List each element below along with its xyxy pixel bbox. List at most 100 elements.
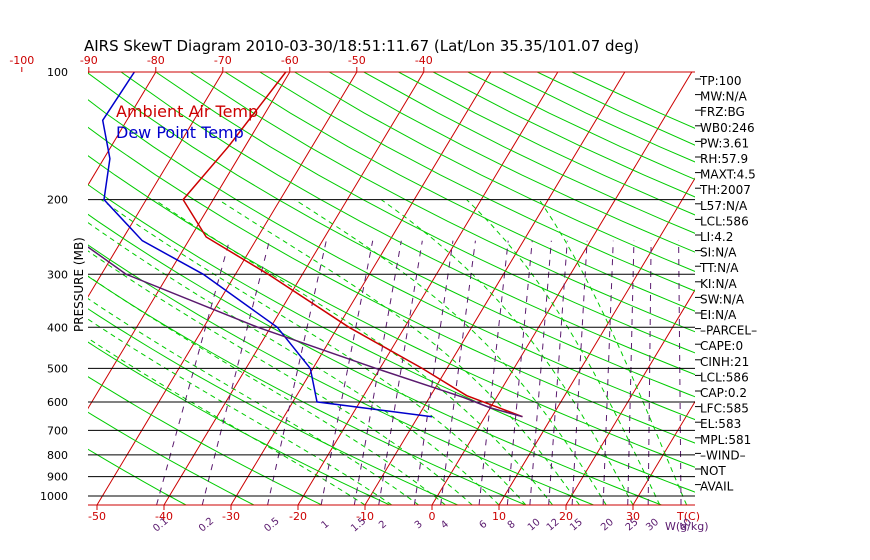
pressure-tick-label: 900: [47, 471, 68, 484]
moist-adiabat: [88, 318, 393, 505]
index-label: MPL:581: [700, 433, 751, 447]
pressure-tick-label: 1000: [40, 490, 68, 503]
top-temp-tick-label: -80: [147, 54, 165, 67]
isotherm-line: [632, 400, 695, 505]
mixing-ratio-line: [506, 240, 533, 505]
dry-adiabat: [432, 72, 695, 198]
bottom-temp-tick-label: -20: [289, 510, 307, 523]
index-label: TT:N/A: [699, 261, 739, 275]
top-temp-tick-label: -40: [415, 54, 433, 67]
moist-adiabat: [100, 199, 527, 505]
dry-adiabat: [328, 72, 695, 253]
index-label: SW:N/A: [700, 292, 745, 306]
mixing-ratio-line: [156, 240, 230, 505]
mixing-ratio-label: 0.2: [197, 516, 216, 535]
bottom-temp-tick-label: -50: [88, 510, 106, 523]
dry-adiabat: [155, 72, 695, 354]
mixing-ratio-label: 0.5: [262, 516, 281, 535]
mixing-ratio-line: [201, 240, 270, 505]
dry-adiabat: [88, 448, 187, 505]
moist-adiabat: [218, 199, 580, 505]
isotherm-line: [431, 72, 693, 505]
mixing-ratio-unit-label: W(g/kg): [665, 520, 709, 533]
mixing-ratio-label: 3: [413, 519, 425, 532]
index-label: MAXT:4.5: [700, 168, 756, 182]
mixing-ratio-label: 1: [320, 519, 332, 532]
mixing-ratio-label: 30: [644, 517, 661, 534]
index-label: SI:N/A: [700, 246, 737, 260]
top-temp-tick-label: -100: [9, 54, 34, 67]
dry-adiabat: [88, 99, 695, 421]
index-label: KI:N/A: [700, 277, 737, 291]
pressure-tick-label: 700: [47, 424, 68, 437]
mixing-ratio-line: [440, 240, 476, 505]
index-label: LI:4.2: [700, 230, 733, 244]
bottom-temp-tick-label: 10: [492, 510, 506, 523]
pressure-tick-label: 600: [47, 396, 68, 409]
dry-adiabat: [88, 72, 695, 398]
bottom-temp-tick-label: -40: [155, 510, 173, 523]
moist-adiabat: [466, 199, 661, 505]
legend-dew-point-temp: Dew Point Temp: [116, 123, 244, 142]
pressure-tick-label: 500: [47, 362, 68, 375]
index-label: EI:N/A: [700, 308, 737, 322]
isotherm-line: [565, 289, 695, 505]
dry-adiabat: [88, 244, 594, 505]
bottom-temp-tick-label: -30: [222, 510, 240, 523]
dry-adiabat: [363, 72, 695, 234]
pressure-tick-label: 400: [47, 321, 68, 334]
dry-adiabat: [88, 341, 391, 505]
isotherm-line: [498, 177, 695, 505]
index-label: EL:583: [700, 417, 741, 431]
index-label: AVAIL: [700, 480, 734, 494]
bottom-temp-tick-label: -10: [356, 510, 374, 523]
moist-adiabat: [88, 222, 500, 505]
isotherm-line: [88, 72, 224, 298]
legend-ambient-air-temp: Ambient Air Temp: [116, 102, 258, 121]
index-label: L57:N/A: [700, 199, 748, 213]
index-label: LFC:585: [700, 402, 749, 416]
series-dew-point-temp: [101, 72, 433, 418]
pressure-tick-label: 800: [47, 449, 68, 462]
index-label: MW:N/A: [700, 90, 748, 104]
moist-adiabat: [88, 298, 419, 505]
x-axis-label: T(C): [676, 510, 700, 523]
index-label: LCL:586: [700, 214, 749, 228]
y-axis-label: PRESSURE (MB): [72, 237, 86, 332]
mixing-ratio-line: [529, 240, 552, 505]
dry-adiabat: [88, 184, 695, 493]
series-parcel-path: [88, 246, 523, 418]
moist-adiabat: [88, 250, 473, 505]
moist-adiabat: [154, 199, 553, 505]
moist-adiabat: [380, 199, 634, 505]
mixing-ratio-label: 20: [599, 517, 616, 534]
index-label: TH:2007: [699, 183, 751, 197]
mixing-ratio-line: [602, 240, 614, 505]
mixing-ratio-line: [548, 240, 568, 505]
mixing-ratio-line: [478, 240, 509, 505]
mixing-ratio-line: [678, 240, 682, 505]
dry-adiabat: [88, 275, 526, 505]
top-temp-tick-label: -60: [281, 54, 299, 67]
top-temp-tick-label: -90: [80, 54, 98, 67]
isotherm-line: [297, 72, 559, 505]
dry-adiabat: [259, 72, 695, 292]
index-label: LCL:586: [700, 370, 749, 384]
mixing-ratio-line: [378, 240, 423, 505]
index-label: –PARCEL–: [700, 324, 757, 338]
mixing-ratio-label: 2: [377, 519, 389, 532]
mixing-ratio-line: [320, 240, 374, 505]
isotherm-line: [0, 72, 22, 505]
dry-adiabat: [190, 72, 695, 333]
dry-adiabat: [88, 308, 458, 505]
index-label: NOT: [700, 464, 726, 478]
index-label: –WIND–: [700, 448, 746, 462]
mixing-ratio-label: 6: [478, 519, 490, 532]
mixing-ratio-line: [647, 240, 652, 505]
dry-adiabat: [88, 126, 695, 444]
isotherm-line: [163, 72, 425, 505]
series-ambient-air-temp: [182, 72, 523, 418]
index-label: WB0:246: [700, 121, 755, 135]
mixing-ratio-line: [267, 240, 327, 505]
